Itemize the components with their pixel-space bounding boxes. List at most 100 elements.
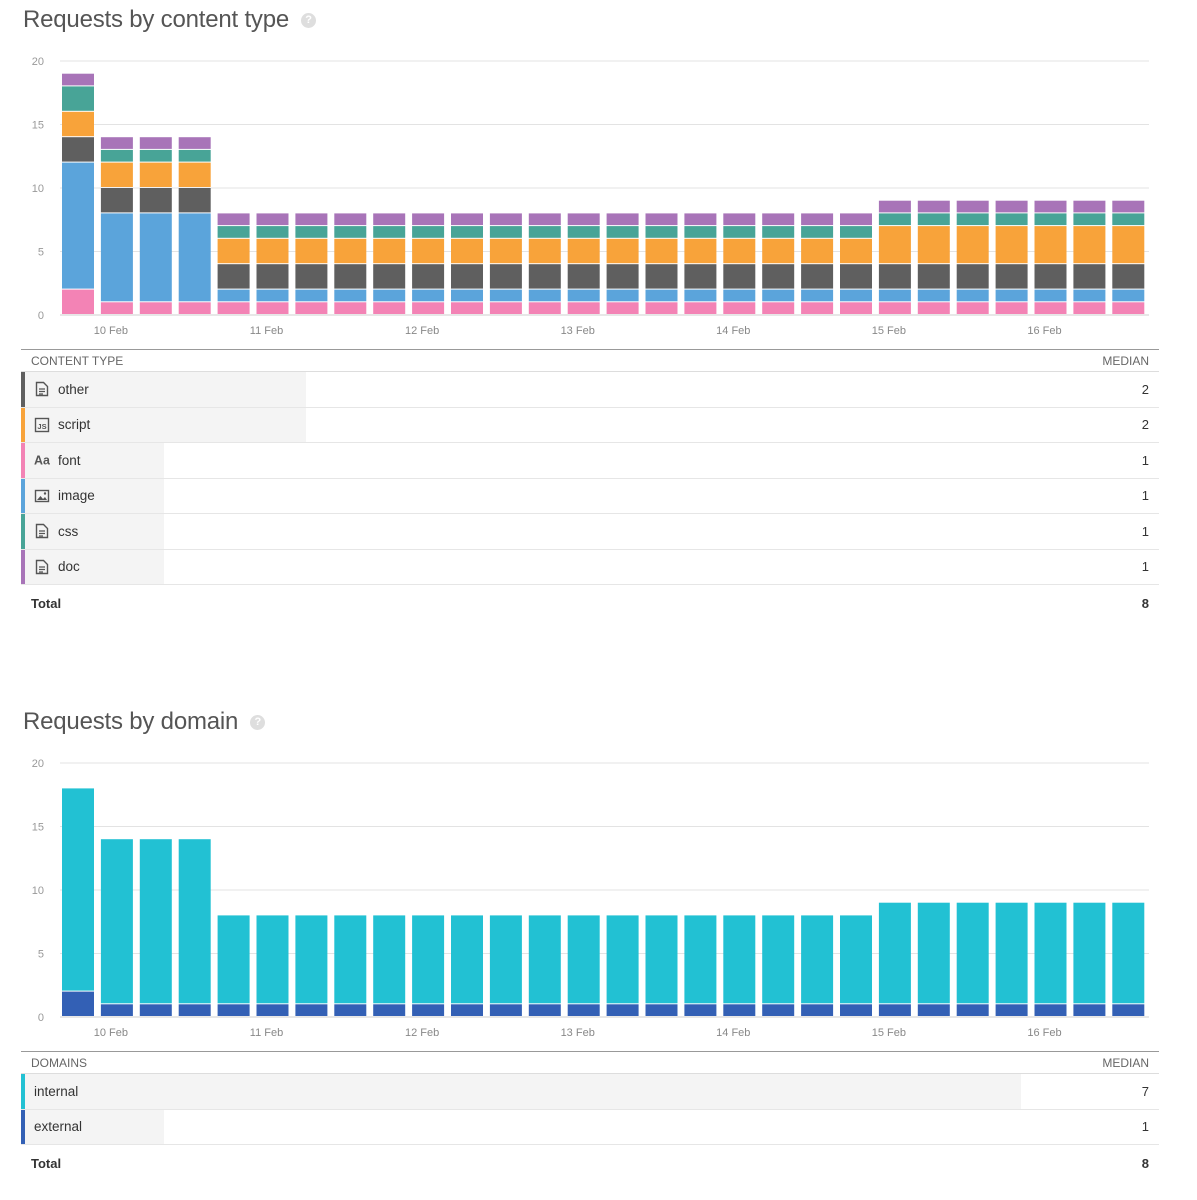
bar-segment-css[interactable]	[256, 226, 289, 238]
bar-segment-font[interactable]	[451, 302, 483, 314]
bar-segment-script[interactable]	[451, 238, 483, 264]
bar-segment-external[interactable]	[801, 1004, 834, 1016]
column-header-domains[interactable]: DOMAINS	[31, 1055, 88, 1070]
help-icon[interactable]: ?	[250, 714, 266, 730]
bar-segment-external[interactable]	[334, 1004, 367, 1016]
bar-segment-image[interactable]	[139, 213, 172, 302]
bar-segment-doc[interactable]	[295, 213, 328, 226]
bar-segment-script[interactable]	[178, 162, 211, 187]
bar-segment-image[interactable]	[917, 289, 950, 302]
bar-segment-other[interactable]	[489, 264, 522, 289]
bar-segment-script[interactable]	[62, 111, 94, 137]
bar-segment-other[interactable]	[451, 264, 483, 289]
bar-segment-image[interactable]	[62, 162, 94, 289]
bar-segment-script[interactable]	[334, 238, 367, 264]
bar-segment-font[interactable]	[762, 302, 795, 314]
bar-segment-external[interactable]	[256, 1004, 289, 1016]
bar-segment-external[interactable]	[178, 1004, 211, 1016]
bar-segment-font[interactable]	[62, 289, 94, 314]
bar-segment-image[interactable]	[412, 289, 445, 302]
bar-segment-internal[interactable]	[139, 839, 172, 1004]
bar-segment-image[interactable]	[489, 289, 522, 302]
bar-segment-font[interactable]	[412, 302, 445, 314]
bar-segment-image[interactable]	[645, 289, 678, 302]
bar-segment-other[interactable]	[334, 264, 367, 289]
bar-segment-script[interactable]	[801, 238, 834, 264]
bar-segment-internal[interactable]	[684, 915, 717, 1004]
bar-segment-script[interactable]	[684, 238, 717, 264]
bar-segment-doc[interactable]	[451, 213, 483, 226]
bar-segment-font[interactable]	[139, 302, 172, 314]
bar-segment-external[interactable]	[528, 1004, 561, 1016]
bar-segment-doc[interactable]	[217, 213, 250, 226]
bar-segment-css[interactable]	[373, 226, 406, 238]
bar-segment-internal[interactable]	[606, 915, 639, 1004]
bar-segment-image[interactable]	[878, 289, 911, 302]
bar-segment-css[interactable]	[1073, 213, 1106, 226]
bar-segment-css[interactable]	[100, 149, 133, 162]
bar-segment-doc[interactable]	[256, 213, 289, 226]
bar-segment-font[interactable]	[528, 302, 561, 314]
bar-segment-image[interactable]	[801, 289, 834, 302]
bar-segment-doc[interactable]	[1073, 200, 1106, 213]
bar-segment-other[interactable]	[878, 264, 911, 289]
bar-segment-internal[interactable]	[295, 915, 328, 1004]
bar-segment-font[interactable]	[256, 302, 289, 314]
column-header-median[interactable]: MEDIAN	[1102, 1055, 1149, 1070]
bar-segment-font[interactable]	[840, 302, 872, 314]
bar-segment-external[interactable]	[917, 1004, 950, 1016]
bar-segment-doc[interactable]	[723, 213, 756, 226]
bar-segment-external[interactable]	[62, 991, 94, 1016]
table-row-css[interactable]: css 1	[21, 514, 1159, 550]
bar-segment-font[interactable]	[373, 302, 406, 314]
bar-segment-external[interactable]	[489, 1004, 522, 1016]
bar-segment-internal[interactable]	[334, 915, 367, 1004]
bar-segment-script[interactable]	[645, 238, 678, 264]
bar-segment-font[interactable]	[956, 302, 989, 314]
bar-segment-css[interactable]	[840, 226, 872, 238]
bar-segment-external[interactable]	[1073, 1004, 1106, 1016]
table-row-script[interactable]: JS script 2	[21, 407, 1159, 443]
bar-segment-css[interactable]	[956, 213, 989, 226]
bar-segment-internal[interactable]	[1034, 902, 1067, 1004]
bar-segment-css[interactable]	[567, 226, 600, 238]
bar-segment-internal[interactable]	[878, 902, 911, 1004]
bar-segment-css[interactable]	[334, 226, 367, 238]
bar-segment-script[interactable]	[295, 238, 328, 264]
bar-segment-external[interactable]	[451, 1004, 483, 1016]
bar-segment-font[interactable]	[567, 302, 600, 314]
bar-segment-font[interactable]	[295, 302, 328, 314]
bar-segment-image[interactable]	[723, 289, 756, 302]
bar-segment-css[interactable]	[606, 226, 639, 238]
help-icon[interactable]: ?	[301, 12, 317, 28]
bar-segment-internal[interactable]	[528, 915, 561, 1004]
bar-segment-external[interactable]	[684, 1004, 717, 1016]
bar-segment-doc[interactable]	[412, 213, 445, 226]
bar-segment-internal[interactable]	[178, 839, 211, 1004]
bar-segment-other[interactable]	[567, 264, 600, 289]
bar-segment-script[interactable]	[489, 238, 522, 264]
bar-segment-css[interactable]	[801, 226, 834, 238]
bar-segment-external[interactable]	[373, 1004, 406, 1016]
bar-segment-script[interactable]	[956, 226, 989, 264]
bar-segment-doc[interactable]	[528, 213, 561, 226]
bar-segment-font[interactable]	[645, 302, 678, 314]
bar-segment-doc[interactable]	[840, 213, 872, 226]
bar-segment-other[interactable]	[645, 264, 678, 289]
bar-segment-internal[interactable]	[256, 915, 289, 1004]
bar-segment-internal[interactable]	[956, 902, 989, 1004]
bar-segment-script[interactable]	[412, 238, 445, 264]
bar-segment-internal[interactable]	[917, 902, 950, 1004]
bar-segment-other[interactable]	[606, 264, 639, 289]
bar-segment-css[interactable]	[762, 226, 795, 238]
bar-segment-internal[interactable]	[1112, 902, 1145, 1004]
bar-segment-internal[interactable]	[373, 915, 406, 1004]
bar-segment-image[interactable]	[1112, 289, 1145, 302]
column-header-content-type[interactable]: CONTENT TYPE	[31, 353, 124, 368]
bar-segment-font[interactable]	[1034, 302, 1067, 314]
bar-segment-doc[interactable]	[567, 213, 600, 226]
bar-segment-font[interactable]	[606, 302, 639, 314]
bar-segment-external[interactable]	[217, 1004, 250, 1016]
bar-segment-css[interactable]	[295, 226, 328, 238]
bar-segment-other[interactable]	[528, 264, 561, 289]
